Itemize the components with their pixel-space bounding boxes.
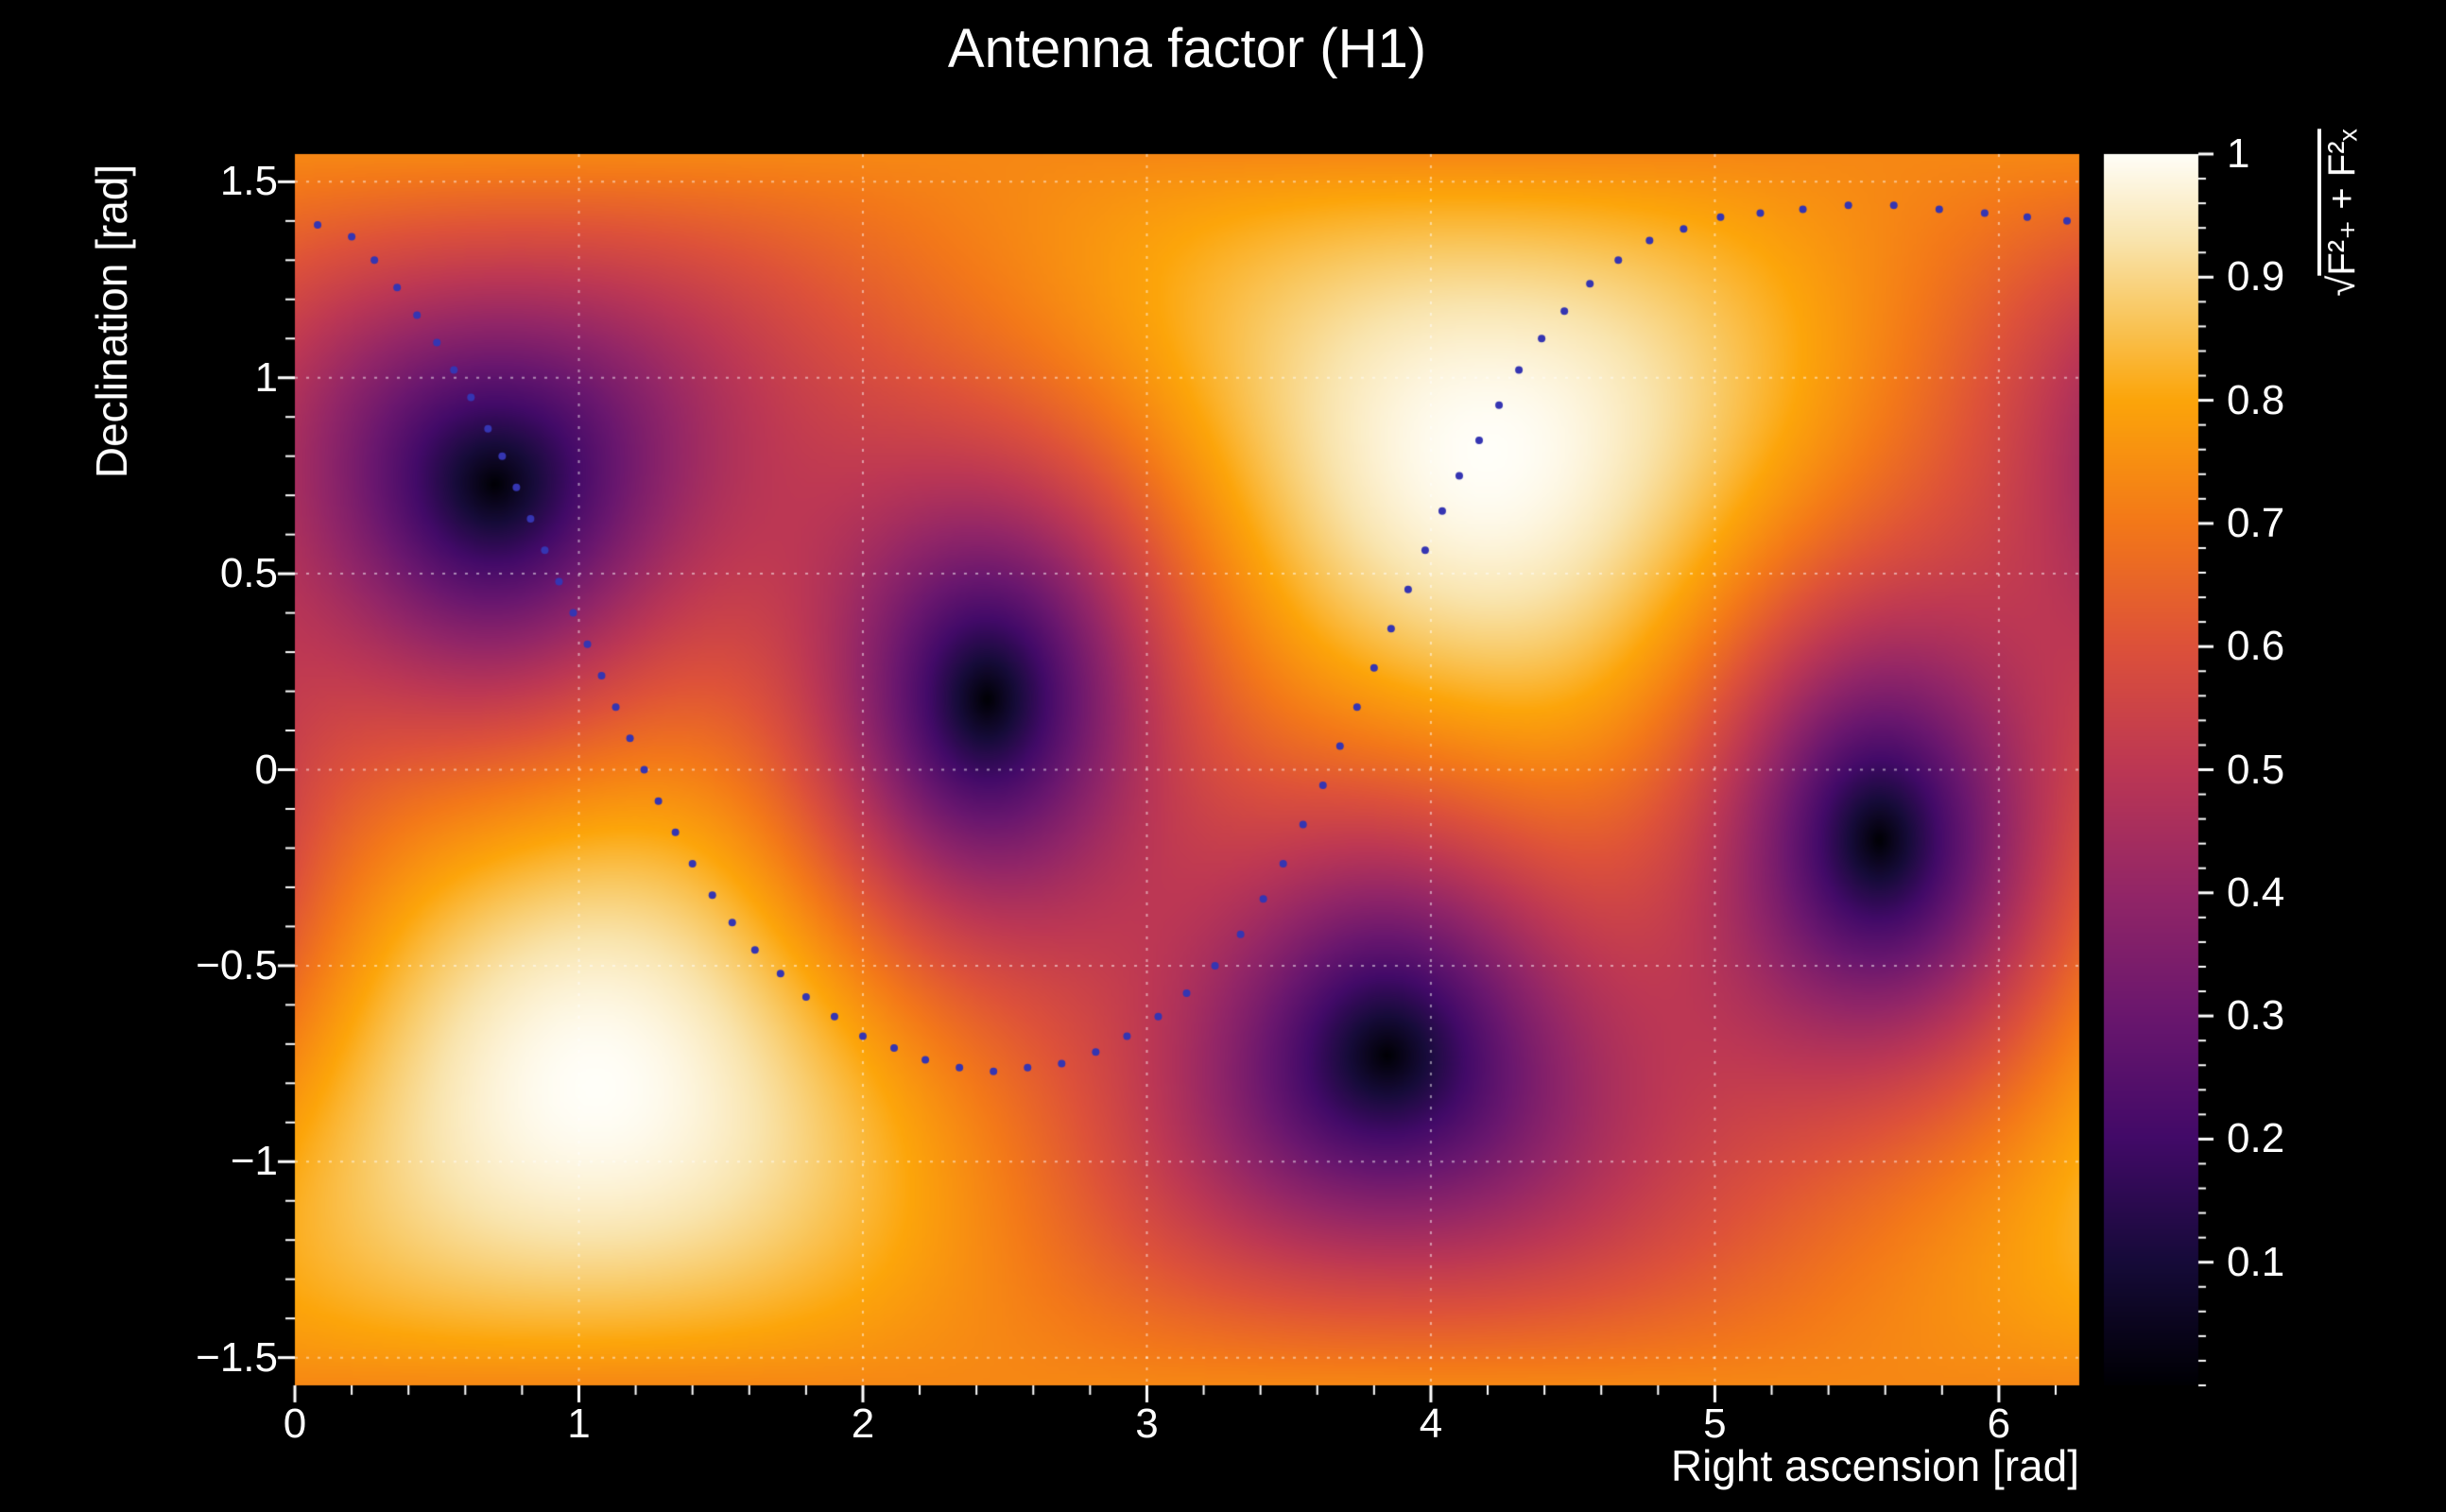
radical-sign: √ (2321, 275, 2363, 297)
y-tick-label: −1 (230, 1138, 278, 1185)
x-tick-label: 5 (1703, 1400, 1727, 1447)
z-axis-title: √F²₊ + F²ₓ (2320, 129, 2364, 296)
y-tick-label: 1 (254, 353, 278, 401)
z-tick-label: 0.6 (2227, 623, 2285, 670)
chart-title: Antenna factor (H1) (947, 18, 1427, 79)
z-tick-label: 0.5 (2227, 746, 2285, 793)
y-tick-label: −1.5 (196, 1333, 278, 1381)
x-tick-label: 6 (1987, 1400, 2011, 1447)
y-tick-label: 0 (254, 746, 278, 793)
z-tick-label: 0.4 (2227, 868, 2285, 916)
y-tick-label: −0.5 (196, 941, 278, 988)
x-tick-label: 0 (283, 1400, 307, 1447)
z-tick-label: 1 (2227, 130, 2250, 177)
y-axis-title: Declination [rad] (87, 163, 136, 479)
z-tick-label: 0.2 (2227, 1115, 2285, 1162)
z-tick-label: 0.1 (2227, 1238, 2285, 1285)
x-axis-title: Right ascension [rad] (1670, 1441, 2079, 1490)
z-tick-label: 0.8 (2227, 376, 2285, 423)
z-tick-label: 0.9 (2227, 253, 2285, 301)
x-tick-label: 4 (1419, 1400, 1443, 1447)
z-tick-label: 0.7 (2227, 499, 2285, 546)
y-tick-label: 0.5 (219, 550, 278, 597)
x-tick-label: 2 (851, 1400, 875, 1447)
x-tick-label: 1 (567, 1400, 591, 1447)
z-axis-title-expression: F²₊ + F²ₓ (2321, 129, 2363, 276)
z-tick-label: 0.3 (2227, 992, 2285, 1040)
x-tick-label: 3 (1135, 1400, 1159, 1447)
y-tick-label: 1.5 (219, 158, 278, 205)
